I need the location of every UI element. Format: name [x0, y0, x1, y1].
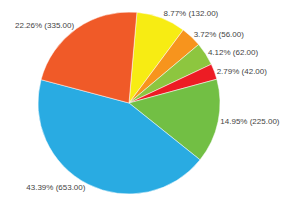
svg-text:2.79% (42.00): 2.79% (42.00): [217, 67, 268, 76]
svg-text:3.72% (56.00): 3.72% (56.00): [194, 30, 245, 39]
svg-text:22.26% (335.00): 22.26% (335.00): [15, 21, 74, 30]
svg-text:14.95% (225.00): 14.95% (225.00): [220, 117, 279, 126]
svg-text:8.77% (132.00): 8.77% (132.00): [164, 9, 219, 18]
svg-text:43.39% (653.00): 43.39% (653.00): [26, 183, 85, 192]
svg-text:4.12% (62.00): 4.12% (62.00): [208, 48, 259, 57]
